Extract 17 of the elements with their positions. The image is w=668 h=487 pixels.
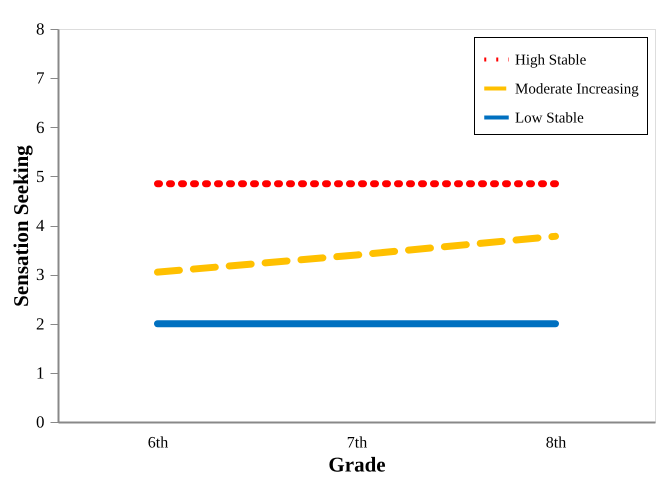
x-tick-label: 6th (148, 434, 168, 452)
y-axis-title: Sensation Seeking (9, 144, 33, 307)
x-tick-label: 7th (346, 434, 368, 452)
x-tick-label: 8th (546, 434, 566, 452)
legend-label: Low Stable (515, 110, 584, 126)
y-tick-label: 4 (36, 216, 45, 235)
y-tick-label: 2 (36, 314, 44, 334)
x-axis-title: Grade (328, 452, 386, 476)
y-tick-label: 1 (36, 363, 44, 382)
legend-label: Moderate Increasing (515, 82, 640, 98)
y-tick-label: 3 (36, 265, 44, 284)
legend-label: High Stable (515, 52, 587, 68)
y-tick-label: 0 (36, 412, 44, 432)
y-tick-label: 6 (36, 118, 44, 137)
y-tick-label: 7 (36, 68, 45, 88)
y-tick-label: 5 (36, 166, 44, 186)
y-tick-label: 8 (36, 20, 44, 38)
